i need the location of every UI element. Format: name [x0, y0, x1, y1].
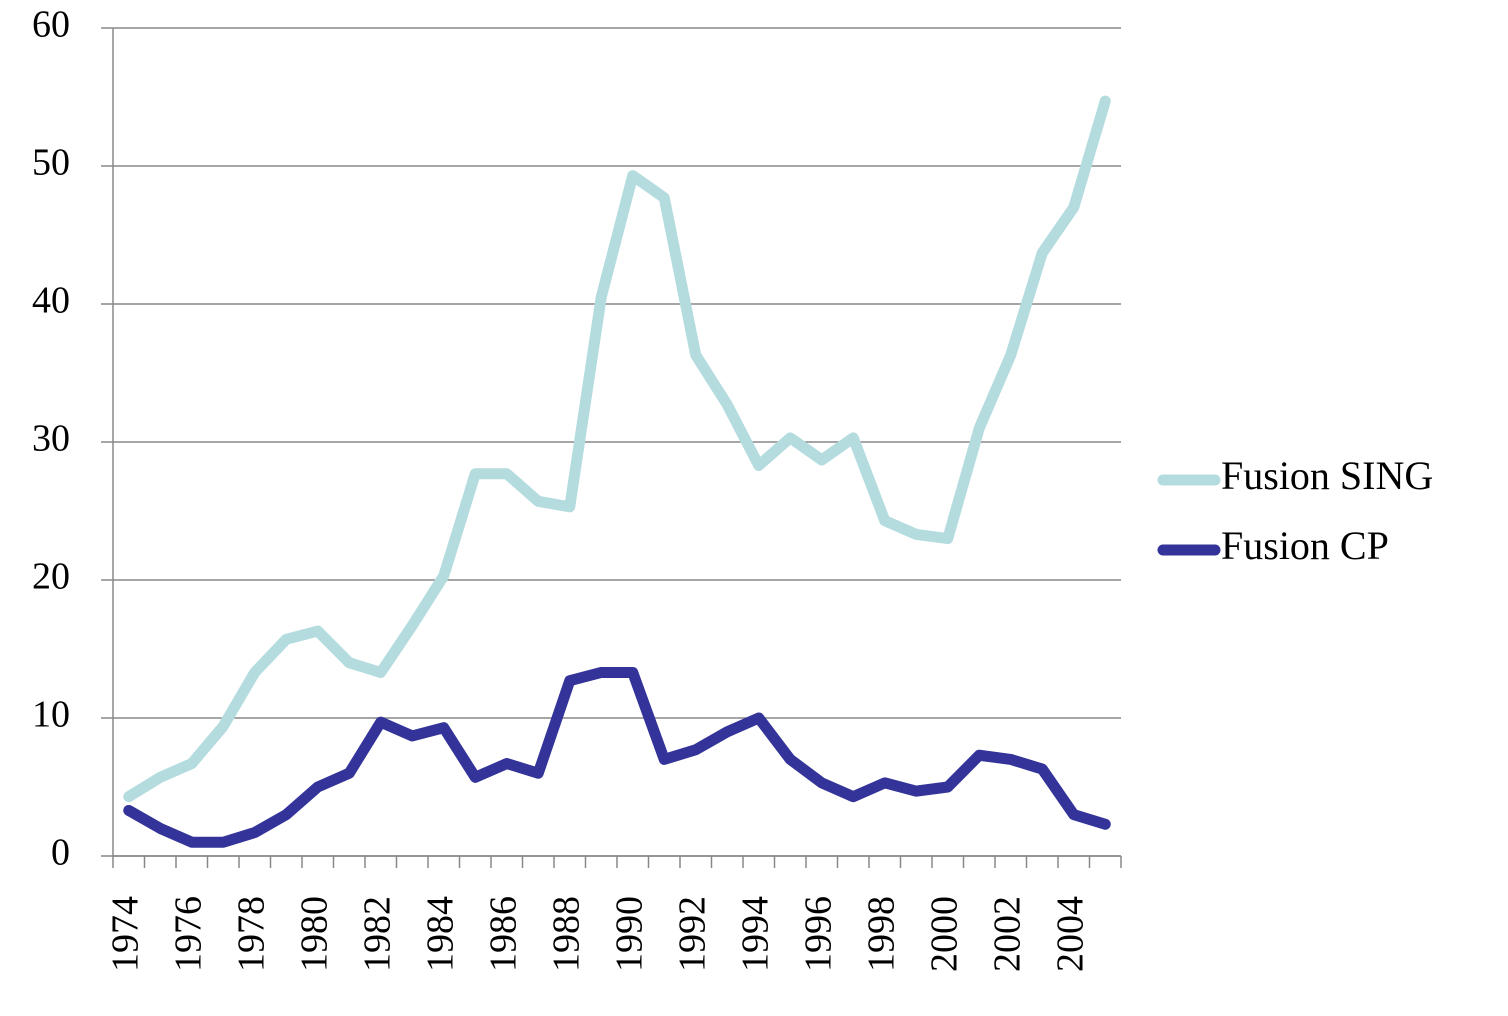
series-line	[123, 666, 1111, 848]
y-tick-label: 10	[32, 694, 70, 736]
x-tick-label: 1976	[167, 896, 209, 972]
x-tick-label: 1982	[356, 896, 398, 972]
x-tick-label: 1994	[734, 896, 776, 972]
x-tick-label: 1990	[608, 896, 650, 972]
series-line	[123, 95, 1111, 803]
y-tick-label: 30	[32, 418, 70, 460]
x-tick-label: 1974	[104, 896, 146, 972]
x-tick-label: 1980	[293, 896, 335, 972]
x-tick-label: 1988	[545, 896, 587, 972]
y-tick-label: 50	[32, 142, 70, 184]
legend-label: Fusion SING	[1221, 453, 1433, 498]
y-tick-label: 20	[32, 556, 70, 598]
x-tick-label: 2004	[1049, 896, 1091, 972]
y-tick-label: 0	[51, 832, 70, 874]
x-tick-label: 1978	[230, 896, 272, 972]
y-tick-label: 40	[32, 280, 70, 322]
x-tick-label: 1996	[797, 896, 839, 972]
x-tick-label: 2000	[923, 896, 965, 972]
legend-label: Fusion CP	[1221, 523, 1389, 568]
x-tick-label: 1986	[482, 896, 524, 972]
y-tick-label: 60	[32, 4, 70, 46]
x-tick-label: 2002	[986, 896, 1028, 972]
x-tick-label: 1992	[671, 896, 713, 972]
x-tick-label: 1998	[860, 896, 902, 972]
x-tick-label: 1984	[419, 896, 461, 972]
